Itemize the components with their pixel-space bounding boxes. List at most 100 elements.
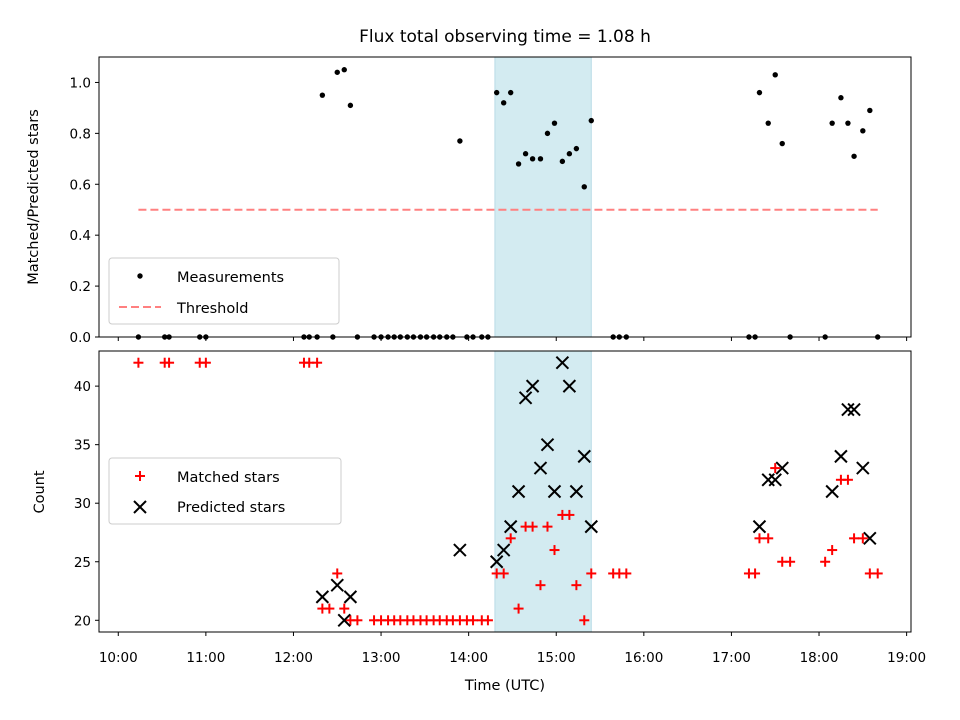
matched-point	[332, 568, 343, 579]
matched-point	[312, 357, 323, 368]
measurement-point	[319, 92, 326, 98]
measurement-point	[529, 156, 536, 162]
predicted-point	[768, 473, 782, 487]
top-y-tick-label: 0.0	[70, 330, 91, 346]
measurement-point	[588, 117, 594, 124]
predicted-point	[540, 437, 555, 452]
measurement-point	[544, 130, 551, 137]
matched-point	[571, 580, 582, 591]
x-tick-label: 16:00	[624, 650, 663, 666]
matched-point	[339, 603, 350, 614]
bottom-legend: Matched stars Predicted stars	[108, 457, 342, 525]
bottom-legend-box	[108, 457, 342, 525]
matched-points	[133, 357, 883, 626]
bottom-y-tick-label: 35	[74, 438, 91, 454]
top-y-tick-label: 0.2	[70, 279, 91, 295]
measurement-point	[334, 69, 340, 75]
measurement-point	[581, 184, 587, 190]
matched-point	[770, 463, 781, 474]
matched-point	[498, 568, 509, 579]
measurement-point	[756, 89, 763, 96]
measurement-point	[765, 120, 771, 126]
matched-point	[564, 509, 575, 520]
measurement-point	[838, 95, 844, 101]
top-legend: Measurements Threshold	[108, 257, 340, 325]
bottom-y-tick-label: 20	[74, 613, 91, 629]
predicted-point	[834, 449, 848, 464]
measurement-point	[860, 128, 866, 134]
measurement-point	[573, 145, 580, 152]
chart-title: Flux total observing time = 1.08 h	[359, 27, 651, 47]
predicted-point	[863, 531, 877, 546]
top-y-tick-label: 0.6	[70, 177, 91, 193]
predicted-point	[841, 402, 855, 417]
predicted-point	[533, 461, 548, 475]
measurement-point	[522, 151, 529, 157]
predicted-point	[453, 543, 467, 557]
matched-point	[468, 615, 479, 626]
predicted-point	[489, 555, 504, 569]
matched-point	[857, 533, 868, 544]
legend-measurements-label: Measurements	[177, 270, 284, 286]
bottom-y-axis-label: Count	[32, 470, 48, 513]
measurement-point	[551, 120, 558, 126]
x-tick-label: 12:00	[274, 650, 313, 666]
matched-point	[535, 580, 546, 591]
x-tick-label: 17:00	[712, 650, 751, 666]
x-axis-label: Time (UTC)	[464, 678, 545, 694]
x-tick-label: 19:00	[887, 650, 926, 666]
top-y-tick-label: 0.8	[70, 126, 91, 142]
predicted-point	[825, 484, 839, 499]
top-y-ticks: 0.0 0.2 0.4 0.6 0.8 1.0	[70, 75, 99, 346]
matched-point	[827, 545, 838, 556]
matched-point	[527, 521, 538, 532]
top-panel: 0.0 0.2 0.4 0.6 0.8 1.0 Matched/Predicted sta…	[26, 56, 912, 346]
matched-point	[842, 474, 853, 485]
matched-point	[586, 568, 597, 579]
predicted-point	[547, 484, 562, 499]
measurement-point	[515, 161, 522, 167]
predicted-point	[555, 356, 570, 370]
matched-point	[324, 603, 335, 614]
predicted-point	[569, 484, 584, 499]
measurement-point	[779, 140, 785, 147]
matched-point	[579, 615, 590, 626]
x-tick-label: 18:00	[800, 650, 839, 666]
measurement-point	[457, 138, 463, 144]
matched-point	[482, 615, 493, 626]
measurement-point	[493, 89, 500, 96]
top-y-tick-label: 0.4	[70, 228, 91, 244]
matched-point	[505, 533, 516, 544]
predicted-point	[584, 519, 598, 534]
matched-point	[352, 615, 363, 626]
matched-point	[785, 556, 796, 567]
predicted-point	[337, 613, 351, 627]
matched-point	[542, 521, 553, 532]
matched-point	[763, 533, 774, 544]
measurement-point	[772, 72, 778, 78]
bottom-panel: 20 25 30 35 40 10:00 11:00 12:00 13:00 14:00 15:0…	[32, 350, 926, 694]
predicted-point	[752, 519, 767, 534]
predicted-point	[518, 391, 533, 405]
legend-matched-marker	[135, 471, 145, 481]
measurement-point	[851, 153, 857, 159]
predicted-point	[775, 461, 789, 475]
matched-point	[621, 568, 632, 579]
measurement-point	[507, 89, 514, 96]
matched-point	[549, 545, 560, 556]
measurement-point	[341, 67, 347, 73]
predicted-point	[562, 379, 577, 393]
matched-point	[872, 568, 883, 579]
predicted-points	[315, 356, 877, 627]
legend-measurement-marker	[137, 273, 143, 279]
predicted-point	[503, 519, 518, 534]
x-tick-label: 15:00	[537, 650, 576, 666]
predicted-point	[315, 590, 330, 604]
matched-point	[754, 533, 765, 544]
measurement-point	[559, 158, 566, 165]
top-y-axis-label: Matched/Predicted stars	[26, 109, 42, 285]
x-tick-label: 11:00	[186, 650, 225, 666]
legend-predicted-marker	[133, 500, 147, 514]
measurement-point	[566, 151, 573, 157]
